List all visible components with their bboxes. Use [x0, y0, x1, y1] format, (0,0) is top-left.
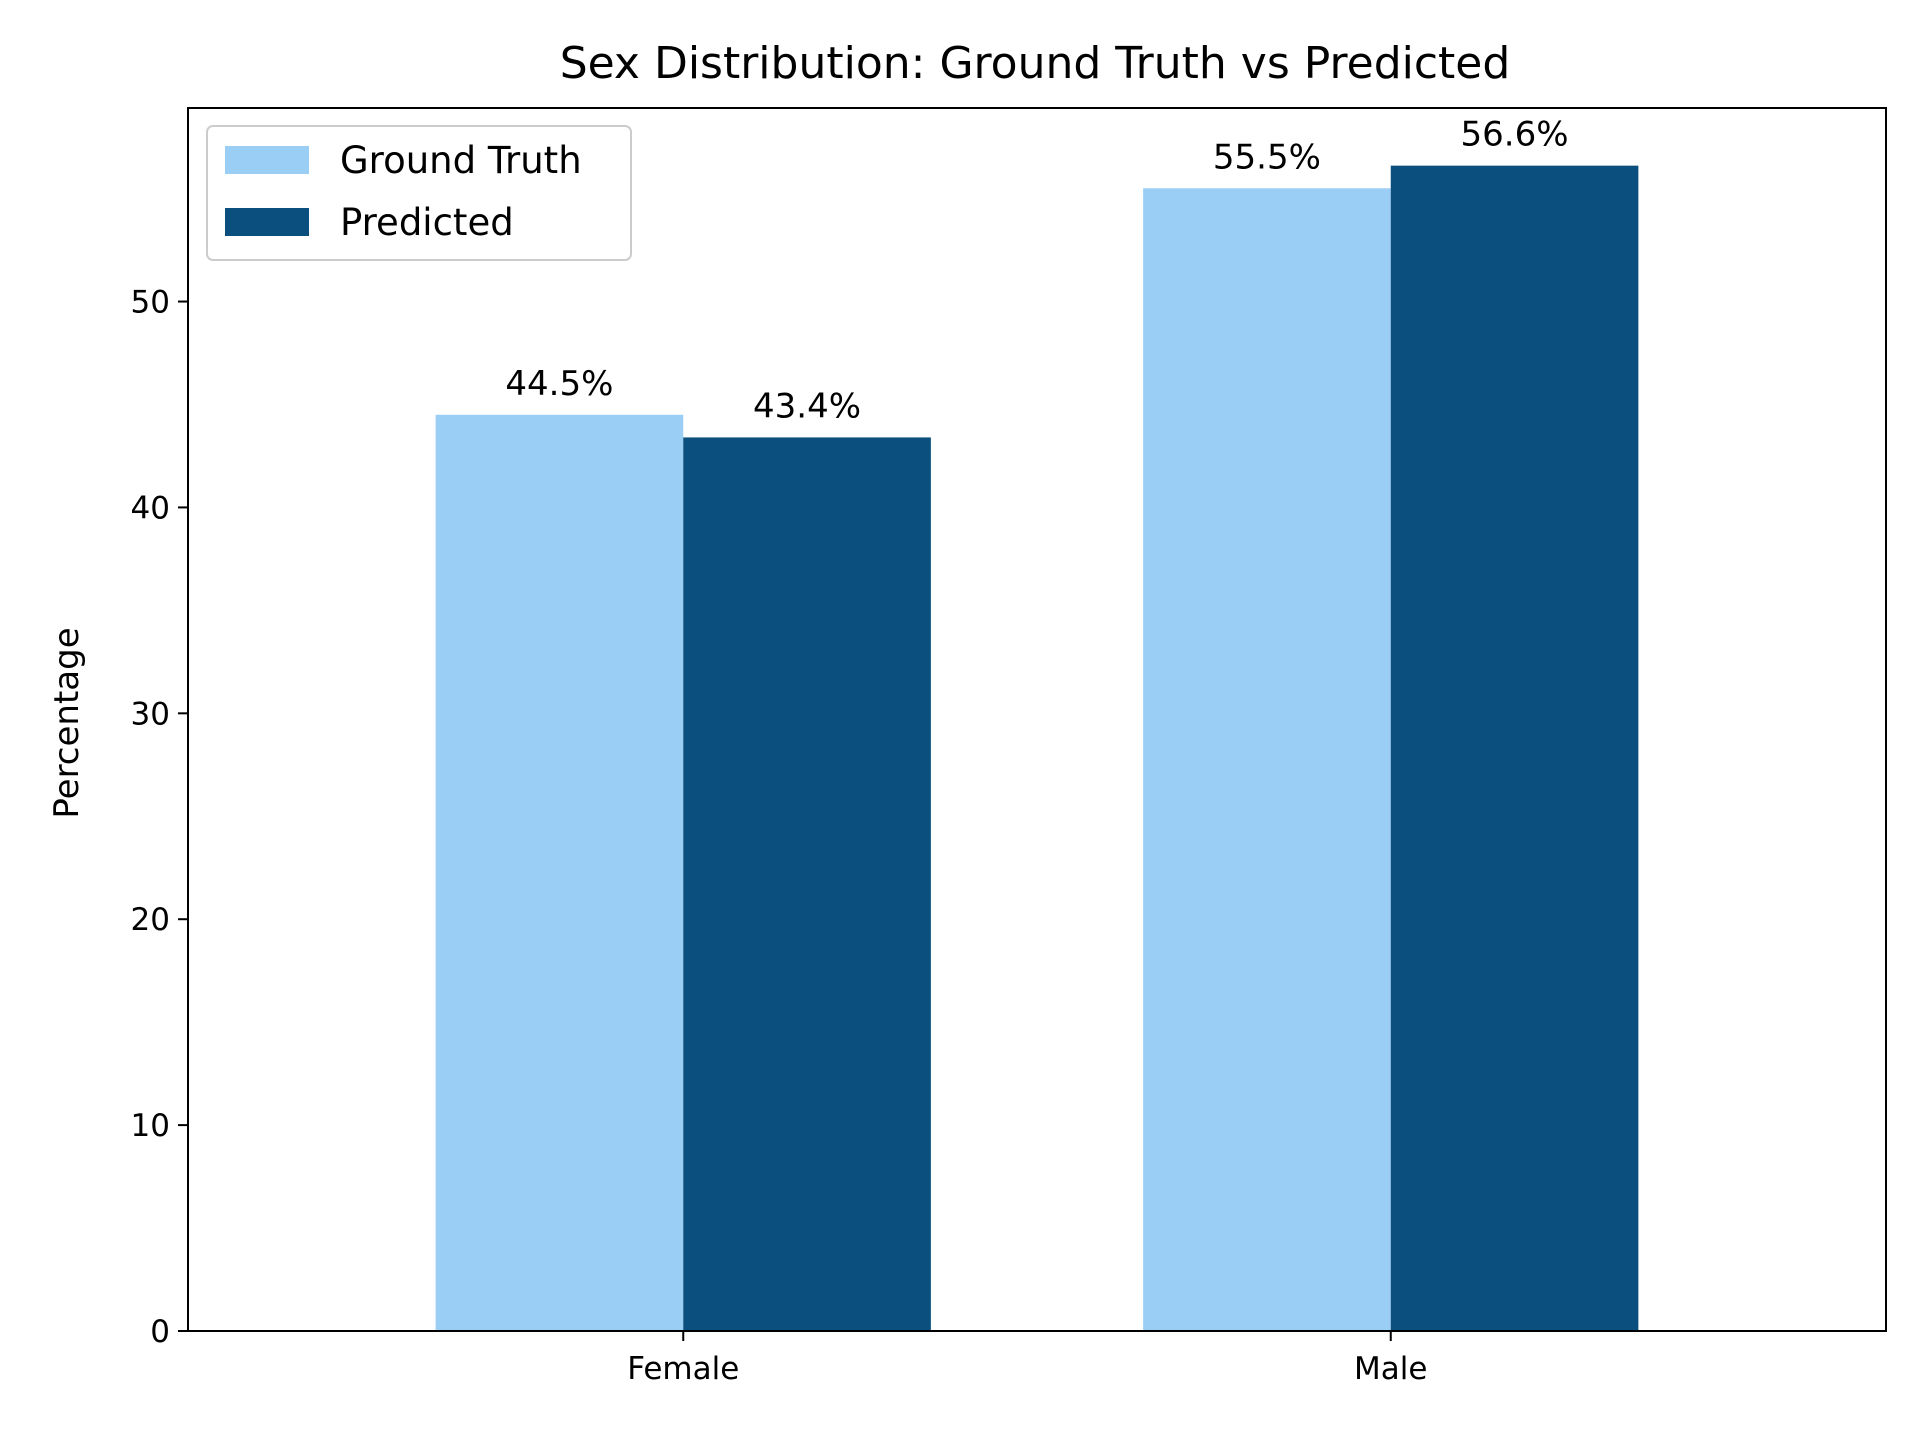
y-tick-label-10: 10: [131, 1108, 170, 1144]
legend-label-ground-truth: Ground Truth: [340, 139, 582, 182]
y-tick-label-0: 0: [150, 1314, 170, 1350]
y-tick-label-40: 40: [131, 490, 170, 526]
y-tick-label-50: 50: [131, 285, 170, 321]
axes-layer: 0 10 20 30 40 50 Female Male: [131, 107, 1887, 1387]
x-tick-label-female: Female: [627, 1351, 739, 1387]
bar-predicted-female[interactable]: [683, 437, 931, 1331]
legend[interactable]: Ground Truth Predicted: [206, 125, 632, 261]
plot-frame: [187, 107, 1887, 1332]
legend-swatch-predicted: [225, 208, 309, 236]
data-label-ground-truth-female: 44.5%: [505, 364, 613, 404]
legend-label-predicted: Predicted: [340, 201, 514, 244]
data-labels-layer: 44.5% 55.5% 43.4% 56.6%: [505, 115, 1568, 427]
x-tick-label-male: Male: [1354, 1351, 1427, 1387]
bar-ground-truth-female[interactable]: [435, 414, 684, 1332]
y-tick-label-20: 20: [131, 902, 170, 938]
y-axis-label: Percentage: [47, 627, 87, 818]
bar-predicted-male[interactable]: [1390, 165, 1639, 1332]
legend-swatch-ground-truth: [225, 146, 309, 174]
chart-title: Sex Distribution: Ground Truth vs Predic…: [560, 38, 1511, 89]
legend-box: [206, 125, 632, 261]
data-label-ground-truth-male: 55.5%: [1213, 137, 1321, 177]
data-label-predicted-male: 56.6%: [1461, 115, 1569, 155]
y-tick-label-30: 30: [131, 696, 170, 732]
data-label-predicted-female: 43.4%: [753, 386, 861, 426]
bars-layer: [435, 165, 1639, 1332]
bar-ground-truth-male[interactable]: [1143, 188, 1391, 1331]
